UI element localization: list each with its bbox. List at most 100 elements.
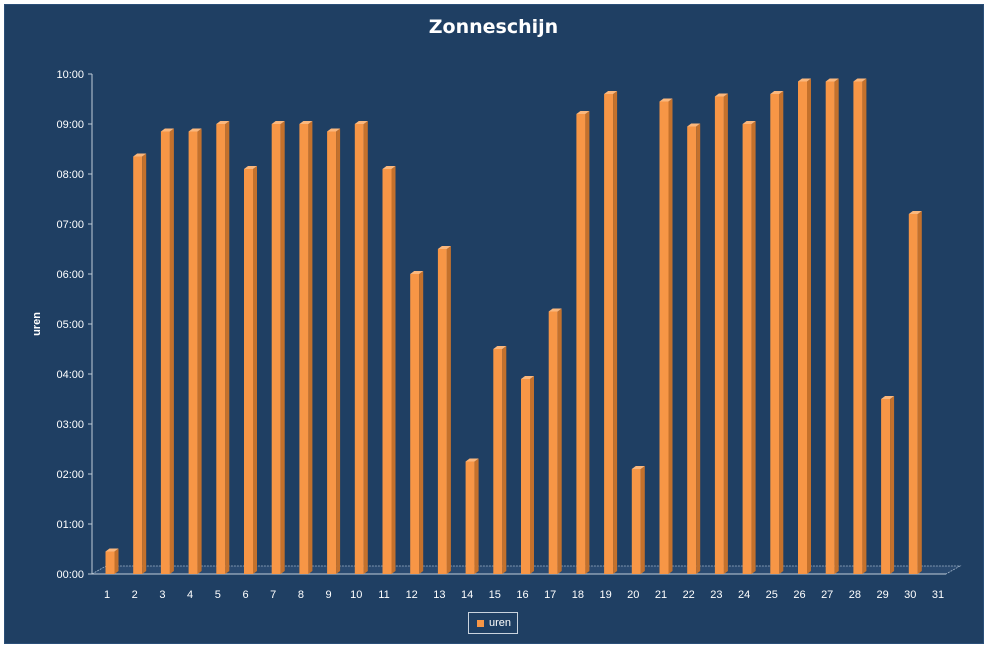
- bar: [354, 121, 368, 574]
- bar: [465, 458, 479, 574]
- bar-side: [640, 466, 645, 574]
- bar-front: [604, 94, 614, 574]
- bar-front: [105, 551, 115, 574]
- bar-top: [133, 153, 147, 157]
- bar-front: [354, 124, 364, 574]
- bar-side: [585, 111, 590, 574]
- bar: [631, 466, 645, 574]
- x-tick-label: 16: [516, 589, 528, 601]
- bar-side: [474, 458, 479, 574]
- x-tick-label: 30: [904, 589, 916, 601]
- bar: [908, 211, 922, 574]
- x-tick-label: 29: [876, 589, 888, 601]
- y-tick-label: 05:00: [56, 319, 84, 331]
- bar: [437, 246, 451, 574]
- legend-label: uren: [489, 617, 512, 629]
- x-tick-label: 25: [766, 589, 778, 601]
- bar-top: [327, 128, 341, 132]
- x-tick-label: 12: [406, 589, 418, 601]
- bar: [244, 166, 257, 574]
- bar: [798, 78, 811, 574]
- bar-front: [687, 126, 697, 574]
- bar-front: [160, 131, 170, 574]
- bar-side: [751, 121, 756, 574]
- bar-side: [253, 166, 257, 574]
- bar-top: [742, 121, 756, 124]
- bar-front: [216, 124, 226, 574]
- bar: [576, 111, 590, 574]
- bar-top: [714, 93, 728, 97]
- x-tick-label: 15: [489, 589, 501, 601]
- bar: [548, 308, 562, 574]
- bar-top: [105, 548, 119, 552]
- x-tick-label: 11: [378, 589, 389, 601]
- y-tick-label: 00:00: [56, 569, 84, 581]
- x-tick-label: 1: [104, 589, 110, 601]
- bar-top: [825, 78, 839, 82]
- bar-side: [502, 346, 507, 574]
- bar-side: [668, 98, 673, 574]
- x-tick-label: 23: [710, 589, 722, 601]
- x-tick-label: 20: [627, 589, 639, 601]
- bar-front: [825, 81, 835, 574]
- x-tick-label: 14: [461, 589, 473, 601]
- bar-top: [798, 78, 811, 82]
- bar-top: [437, 246, 451, 249]
- bar-top: [160, 128, 174, 132]
- bar-side: [446, 246, 451, 574]
- bar-side: [779, 91, 784, 574]
- bar-top: [465, 458, 479, 462]
- bar-side: [114, 548, 119, 574]
- bar: [521, 376, 534, 574]
- bar: [382, 166, 396, 574]
- bar-front: [133, 156, 143, 574]
- bar: [853, 78, 867, 574]
- y-tick-label: 01:00: [56, 519, 84, 531]
- bar: [742, 121, 756, 574]
- bar-side: [723, 93, 728, 574]
- bar: [216, 121, 230, 574]
- bar-side: [280, 121, 285, 574]
- bar: [770, 91, 784, 574]
- bar-front: [382, 169, 392, 574]
- bar-side: [890, 396, 895, 574]
- bar-side: [336, 128, 341, 574]
- bar-top: [908, 211, 922, 214]
- bar: [687, 123, 701, 574]
- y-tick-label: 10:00: [56, 69, 84, 81]
- x-tick-label: 22: [683, 589, 695, 601]
- y-tick-label: 02:00: [56, 469, 84, 481]
- x-tick-label: 18: [572, 589, 584, 601]
- bar-top: [770, 91, 784, 94]
- bar: [825, 78, 839, 574]
- x-tick-label: 26: [793, 589, 805, 601]
- bar-front: [327, 131, 337, 574]
- bar-top: [604, 91, 618, 94]
- x-tick-label: 10: [350, 589, 362, 601]
- bar-top: [687, 123, 701, 127]
- x-tick-label: 17: [544, 589, 556, 601]
- x-tick-label: 28: [849, 589, 861, 601]
- bar: [105, 548, 119, 574]
- bar-side: [169, 128, 174, 574]
- bar: [659, 98, 673, 574]
- y-tick-label: 07:00: [56, 219, 84, 231]
- bar: [714, 93, 728, 574]
- bar-front: [493, 349, 503, 574]
- bar-top: [354, 121, 368, 124]
- x-tick-label: 31: [932, 589, 944, 601]
- bar-top: [521, 376, 534, 379]
- bar-front: [742, 124, 752, 574]
- x-tick-label: 5: [215, 589, 221, 601]
- x-tick-label: 4: [187, 589, 193, 601]
- bar-top: [659, 98, 673, 102]
- bar-top: [299, 121, 313, 124]
- bar: [604, 91, 618, 574]
- x-tick-label: 19: [599, 589, 611, 601]
- bar-top: [410, 271, 424, 274]
- bar-side: [557, 308, 562, 574]
- y-tick-label: 03:00: [56, 419, 84, 431]
- bar-front: [548, 311, 558, 574]
- y-tick-label: 04:00: [56, 369, 84, 381]
